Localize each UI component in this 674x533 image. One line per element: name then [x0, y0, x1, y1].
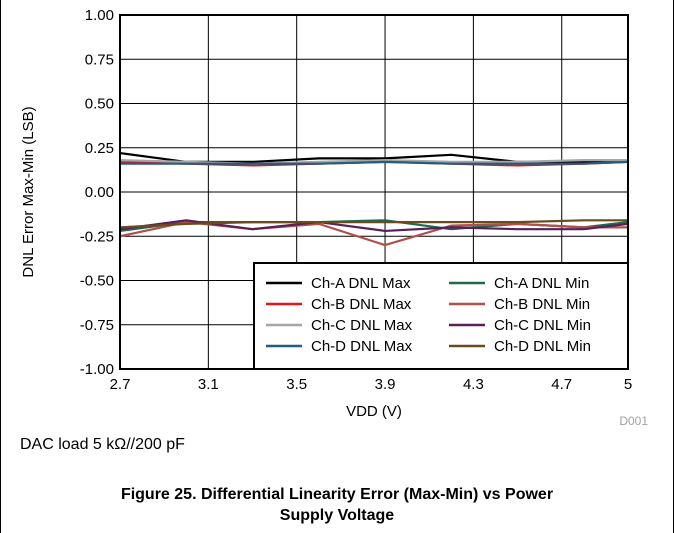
chart: 2.7 3.1 3.5 3.9 4.3 4.7 5 1.00 0.75 0.50 0.25 0.00 -… — [20, 7, 648, 428]
y-tick-label: 0.75 — [85, 51, 114, 68]
legend-label: Ch-B DNL Min — [494, 296, 590, 313]
y-tick-label: -0.75 — [80, 317, 114, 334]
x-axis-label: VDD (V) — [346, 403, 402, 420]
load-note: DAC load 5 kΩ//200 pF — [20, 436, 185, 453]
legend: Ch-A DNL Max Ch-B DNL Max Ch-C DNL Max Ch-D… — [253, 262, 629, 370]
x-tick-label: 5 — [624, 376, 632, 393]
x-tick-label: 3.9 — [375, 376, 396, 393]
series-line-ch-c-dnl-max — [119, 159, 628, 165]
x-tick-label: 4.7 — [551, 376, 572, 393]
legend-label: Ch-C DNL Min — [494, 317, 591, 334]
caption-line-2: Supply Voltage — [279, 507, 395, 524]
y-tick-label: 0.25 — [85, 140, 114, 157]
legend-label: Ch-B DNL Max — [311, 296, 412, 313]
figure-code-label: D001 — [619, 414, 648, 428]
legend-box — [253, 262, 629, 370]
legend-label: Ch-D DNL Min — [494, 338, 591, 355]
x-tick-label: 3.1 — [198, 376, 219, 393]
y-tick-label: -0.50 — [80, 273, 114, 290]
x-tick-label: 3.5 — [286, 376, 307, 393]
left-border — [0, 0, 1, 533]
y-tick-label: -1.00 — [80, 361, 114, 378]
series-line-ch-d-dnl-min — [119, 219, 628, 229]
y-tick-label: 0.50 — [85, 96, 114, 113]
y-tick-label: 1.00 — [85, 7, 114, 24]
series-line-ch-d-dnl-max — [120, 160, 629, 165]
figure-caption: Figure 25. Differential Linearity Error … — [0, 484, 674, 526]
legend-label: Ch-A DNL Min — [494, 275, 589, 292]
series-lines — [119, 151, 629, 247]
y-tick-label: -0.25 — [80, 228, 114, 245]
legend-label: Ch-D DNL Max — [311, 338, 413, 355]
legend-label: Ch-C DNL Max — [311, 317, 413, 334]
y-tick-label: 0.00 — [85, 184, 114, 201]
legend-label: Ch-A DNL Max — [311, 275, 411, 292]
y-axis-label: DNL Error Max-Min (LSB) — [20, 106, 37, 277]
x-tick-label: 4.3 — [463, 376, 484, 393]
x-tick-label: 2.7 — [110, 376, 131, 393]
caption-line-1: Figure 25. Differential Linearity Error … — [120, 486, 554, 503]
tick-labels: 2.7 3.1 3.5 3.9 4.3 4.7 5 1.00 0.75 0.50 0.25 0.00 -… — [80, 7, 632, 393]
series-line-ch-b-dnl-min — [119, 220, 628, 247]
